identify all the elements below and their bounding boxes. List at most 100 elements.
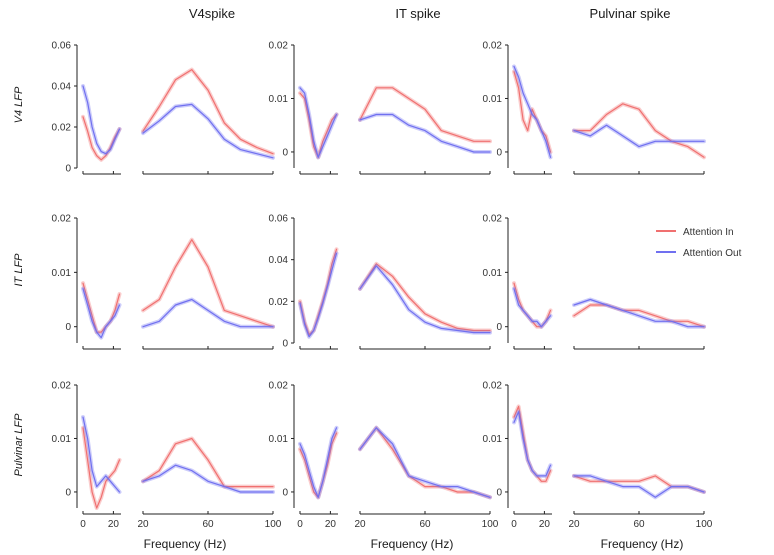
y-tick-label: 0.01 [269,434,289,445]
panel-r1-c2: 0 0.01 0.02 [483,214,706,350]
legend-label-attention-in: Attention In [683,227,734,238]
series-line-attention-in-high [359,427,491,498]
series-band-attention-out-low [298,425,339,500]
series-line-attention-out-low [513,65,552,158]
y-tick-label: 0.01 [483,434,503,445]
y-tick-label: 0.02 [52,123,72,134]
y-tick-label: 0.02 [269,381,289,392]
legend: Attention In Attention Out [656,227,742,259]
x-axis-label-col3: Frequency (Hz) [601,537,684,551]
series-line-attention-out-high [573,124,705,148]
series-line-attention-in-high [142,239,274,328]
x-tick-label-high: 100 [265,519,282,530]
panel-grid: 0 0.02 0.04 0.06 0 0.01 0.02 0 0.01 0.02 0 0.01 0.02… [52,41,713,531]
panel-r0-c2: 0 0.01 0.02 [483,41,706,175]
y-tick-label: 0.04 [52,82,72,93]
y-tick-label: 0.02 [483,214,503,225]
series-line-attention-in-low [82,282,121,333]
row-label-pulvinar-lfp: Pulvinar LFP [13,413,25,477]
x-axis-label-col2: Frequency (Hz) [371,537,454,551]
panel-r1-c0: 0 0.01 0.02 [52,214,275,350]
y-tick-label: 0 [65,487,71,498]
x-tick-label-low: 0 [297,519,303,530]
series-band-attention-in-high [141,67,275,156]
column-title-itspike: IT spike [395,6,440,21]
y-tick-label: 0.02 [483,381,503,392]
series-line-attention-in-high [359,87,491,142]
y-tick-label: 0 [65,322,71,333]
y-tick-label: 0.02 [269,297,289,308]
series-line-attention-in-high [573,304,705,328]
series-line-attention-in-low [82,427,121,509]
series-line-attention-out-high [142,103,274,159]
series-band-attention-out-low [512,409,553,478]
y-tick-label: 0.06 [269,214,289,225]
y-tick-label: 0 [282,147,288,158]
series-line-attention-in-low [299,248,338,336]
x-tick-label-high: 60 [419,519,431,530]
panel-r2-c2: 0 0.01 0.02 0 20 20 60 100 [483,381,713,531]
y-tick-label: 0.01 [52,434,72,445]
series-line-attention-out-low [513,411,552,477]
series-line-attention-out-high [359,265,491,334]
x-tick-label-high: 100 [482,519,499,530]
series-band-attention-out-high [141,102,275,160]
series-band-attention-in-high [141,237,275,329]
x-tick-label-low: 0 [80,519,86,530]
y-tick-label: 0.02 [52,381,72,392]
column-titles: V4spike IT spike Pulvinar spike [189,6,671,21]
series-line-attention-out-high [359,113,491,153]
y-tick-label: 0 [496,487,502,498]
x-tick-label-high: 60 [202,519,214,530]
series-line-attention-out-low [299,427,338,498]
x-tick-label-low: 0 [511,519,517,530]
series-line-attention-in-high [573,103,705,158]
series-line-attention-out-high [142,298,274,328]
y-tick-label: 0 [282,487,288,498]
series-band-attention-in-high [572,101,706,160]
x-tick-label-low: 20 [108,519,120,530]
y-tick-label: 0.01 [52,268,72,279]
series-line-attention-in-low [82,116,121,161]
y-tick-label: 0.06 [52,41,72,52]
x-tick-label-high: 20 [137,519,149,530]
y-tick-label: 0 [496,322,502,333]
series-line-attention-out-low [82,416,121,493]
x-axis-label-col1: Frequency (Hz) [144,537,227,551]
y-tick-label: 0 [282,339,288,350]
row-labels: V4 LFP IT LFP Pulvinar LFP [13,86,25,476]
panel-r2-c0: 0 0.01 0.02 0 20 20 60 100 [52,381,282,531]
series-line-attention-out-high [573,475,705,498]
series-line-attention-out-low [82,85,121,155]
panel-r0-c0: 0 0.02 0.04 0.06 [52,41,275,175]
series-line-attention-in-high [142,68,274,155]
y-tick-label: 0.02 [269,41,289,52]
x-tick-label-high: 20 [354,519,366,530]
x-tick-label-high: 60 [633,519,645,530]
series-line-attention-in-high [359,263,491,332]
series-line-attention-in-low [513,71,552,153]
x-axis-labels: Frequency (Hz) Frequency (Hz) Frequency … [144,537,684,551]
series-line-attention-in-high [142,437,274,488]
y-tick-label: 0 [496,147,502,158]
series-line-attention-out-low [299,87,338,158]
series-band-attention-out-low [298,251,339,339]
x-tick-label-low: 20 [325,519,337,530]
x-tick-label-high: 20 [568,519,580,530]
row-label-it-lfp: IT LFP [13,253,25,287]
column-title-v4spike: V4spike [189,6,235,21]
y-tick-label: 0.02 [52,214,72,225]
row-label-v4-lfp: V4 LFP [13,86,25,123]
panel-r1-c1: 0 0.02 0.04 0.06 [269,214,492,350]
series-line-attention-out-low [513,288,552,328]
series-band-attention-out-high [358,112,492,154]
y-tick-label: 0.04 [269,255,289,266]
series-line-attention-out-high [142,464,274,493]
y-tick-label: 0.02 [483,41,503,52]
column-title-pulvinarspike: Pulvinar spike [590,6,671,21]
series-line-attention-out-low [82,288,121,339]
series-line-attention-out-high [573,298,705,328]
series-band-attention-out-low [81,84,122,156]
x-tick-label-low: 20 [539,519,551,530]
